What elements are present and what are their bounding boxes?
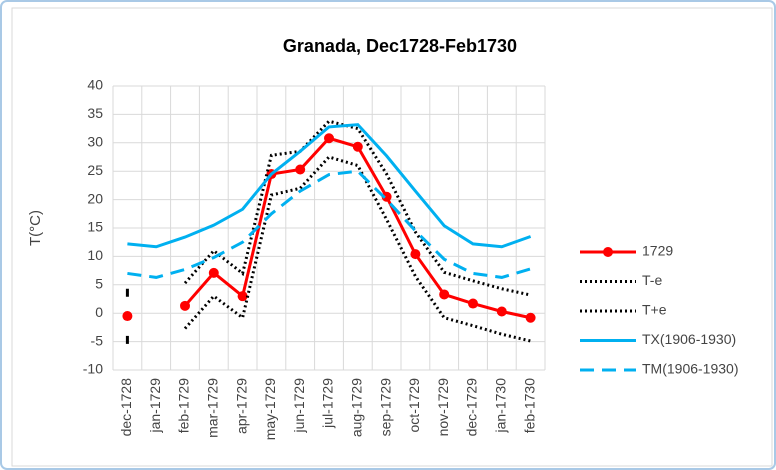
- x-tick-label: mar-1729: [205, 378, 221, 438]
- x-tick-label: nov-1729: [435, 378, 451, 437]
- x-tick-label: dec-1728: [118, 378, 134, 437]
- marker: [295, 164, 306, 175]
- y-tick-label: -5: [91, 332, 104, 348]
- x-tick-label: aug-1729: [349, 378, 365, 437]
- marker: [439, 289, 450, 300]
- marker: [496, 306, 507, 317]
- x-tick-label: oct-1729: [406, 378, 422, 433]
- x-tick-label: feb-1730: [521, 378, 537, 433]
- marker: [237, 291, 248, 302]
- x-tick-label: feb-1729: [176, 378, 192, 433]
- legend-label: 1729: [642, 243, 673, 259]
- x-tick-label: jan-1729: [147, 378, 163, 434]
- y-tick-label: 20: [87, 190, 103, 206]
- y-tick-label: 15: [87, 219, 103, 235]
- marker: [324, 133, 334, 144]
- series-line: [127, 169, 532, 279]
- series-line: [183, 119, 531, 297]
- y-tick-label: 10: [87, 247, 103, 263]
- x-tick-label: jun-1729: [291, 378, 307, 434]
- x-tick-label: jul-1729: [320, 378, 336, 429]
- x-tick-label: dec-1729: [464, 378, 480, 437]
- x-tick-label: apr-1729: [233, 378, 249, 434]
- legend-label: T+e: [642, 302, 667, 318]
- marker: [381, 191, 392, 202]
- x-tick-label: sep-1729: [377, 378, 393, 437]
- y-tick-label: 5: [95, 276, 103, 292]
- chart-title: Granada, Dec1728-Feb1730: [283, 36, 517, 56]
- x-tick-label: may-1729: [262, 378, 278, 440]
- marker: [180, 300, 190, 311]
- point: [125, 335, 129, 344]
- legend-marker: [603, 247, 613, 257]
- y-axis-label: T(°C): [27, 210, 44, 246]
- y-tick-label: 0: [95, 304, 103, 320]
- point: [125, 288, 129, 297]
- chart-area: [11, 7, 773, 467]
- y-tick-label: 35: [87, 105, 103, 121]
- legend-label: TX(1906-1930): [642, 331, 736, 347]
- legend-label: T-e: [642, 272, 662, 288]
- x-tick-label: jan-1730: [493, 378, 509, 434]
- y-tick-label: 25: [87, 162, 103, 178]
- marker: [122, 311, 133, 322]
- marker: [208, 267, 219, 278]
- y-tick-label: 30: [87, 134, 103, 150]
- series-line: [127, 123, 532, 249]
- legend-label: TM(1906-1930): [642, 361, 739, 377]
- marker: [468, 298, 478, 309]
- marker: [352, 141, 363, 152]
- marker: [410, 249, 421, 260]
- marker: [525, 312, 536, 323]
- y-tick-label: -10: [83, 361, 103, 377]
- y-tick-label: 40: [87, 77, 103, 93]
